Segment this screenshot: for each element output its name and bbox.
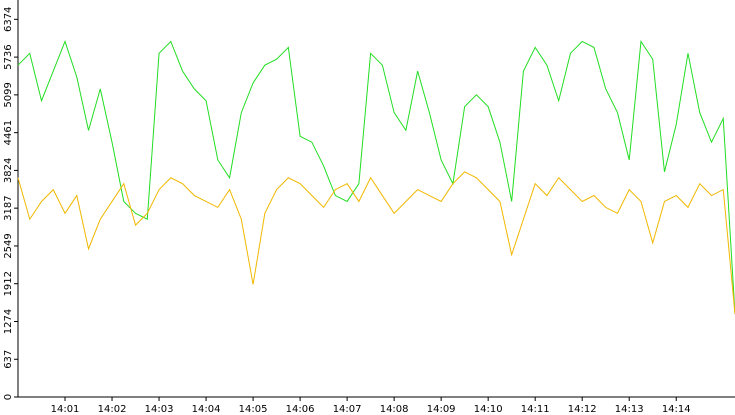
x-tick-label: 14:09 (427, 404, 456, 415)
y-tick-label: 4461 (3, 120, 14, 145)
series-line (17, 171, 735, 315)
y-tick-label: 3824 (3, 158, 14, 183)
x-tick-label: 14:10 (474, 404, 503, 415)
x-tick-label: 14:07 (333, 404, 362, 415)
y-tick-label: 3187 (3, 195, 14, 220)
series-line (17, 40, 735, 315)
y-tick-label: 0 (3, 394, 14, 400)
y-tick-label: 5736 (3, 44, 14, 69)
x-tick-label: 14:06 (286, 404, 315, 415)
y-tick-label: 1912 (3, 271, 14, 296)
x-tick-label: 14:12 (568, 404, 597, 415)
x-tick-label: 14:01 (51, 404, 80, 415)
x-tick-label: 14:13 (615, 404, 644, 415)
y-tick-label: 5099 (3, 82, 14, 107)
y-tick-label: 1274 (3, 309, 14, 334)
x-tick-label: 14:11 (521, 404, 550, 415)
x-tick-label: 14:02 (98, 404, 127, 415)
x-tick-label: 14:03 (145, 404, 174, 415)
y-tick-label: 2549 (3, 233, 14, 258)
x-tick-label: 14:04 (192, 404, 221, 415)
y-tick-label: 6374 (3, 7, 14, 32)
x-tick-label: 14:08 (380, 404, 409, 415)
x-tick-label: 14:05 (239, 404, 268, 415)
y-tick-label: 637 (3, 350, 14, 369)
x-tick-label: 14:14 (662, 404, 691, 415)
